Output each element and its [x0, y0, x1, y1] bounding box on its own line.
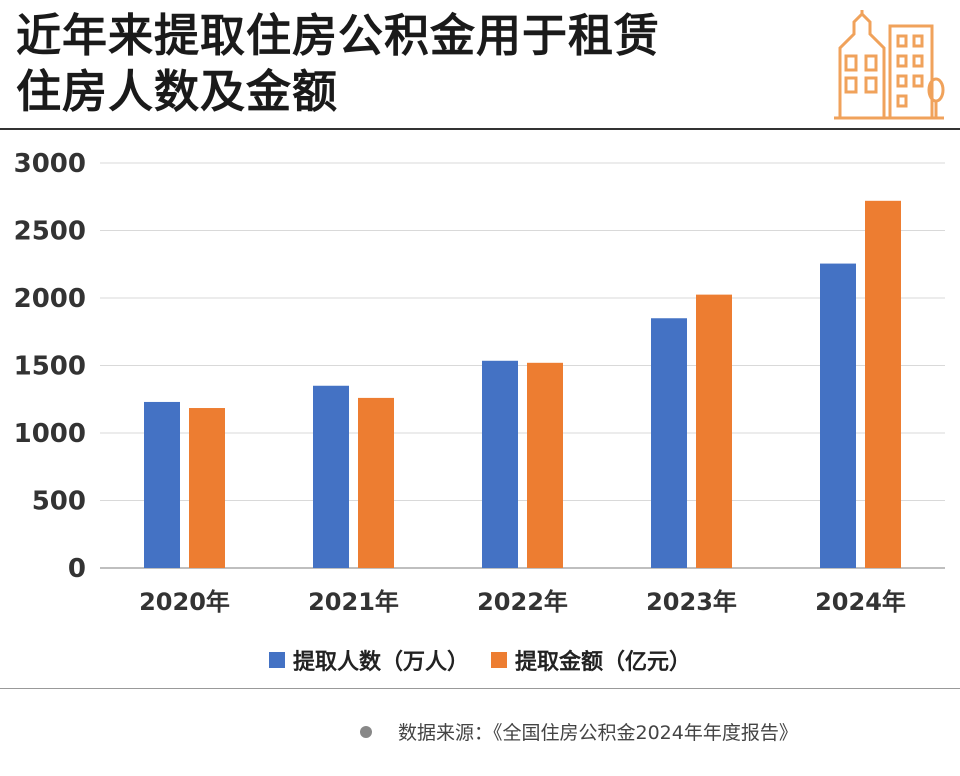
x-tick-label: 2022年 [477, 588, 568, 616]
legend-item-amount: 提取金额（亿元） [491, 644, 691, 676]
bar-chart: 0 500 1000 1500 2000 2500 3000 2020年 2021年 2022年… [14, 149, 945, 616]
bar-amount [358, 397, 394, 568]
building-icon [834, 10, 945, 120]
footer-divider [0, 688, 960, 689]
bar-amount [189, 408, 225, 568]
bar-people [482, 360, 518, 568]
chart-legend: 提取人数（万人） 提取金额（亿元） [0, 644, 960, 676]
y-tick-label: 2500 [14, 217, 86, 247]
x-tick-label: 2023年 [646, 588, 737, 616]
legend-swatch-orange [491, 652, 507, 668]
y-tick-label: 3000 [14, 149, 86, 179]
y-tick-label: 1000 [14, 419, 86, 449]
legend-item-people: 提取人数（万人） [268, 644, 469, 676]
title-line-1: 近年来提取住房公积金用于租赁 [16, 9, 661, 62]
gridlines [100, 162, 945, 569]
bar-people [651, 318, 687, 568]
source-note: 数据来源：《全国住房公积金2024年年度报告》 [360, 718, 950, 745]
bars [144, 200, 901, 569]
y-tick-label: 1500 [14, 352, 86, 382]
y-tick-label: 500 [32, 487, 86, 517]
x-tick-label: 2024年 [815, 588, 906, 616]
y-axis-tick-labels: 0 500 1000 1500 2000 2500 3000 [14, 149, 86, 584]
x-tick-label: 2020年 [139, 588, 230, 616]
bar-amount [696, 294, 732, 568]
bar-people [144, 401, 180, 568]
source-text: 数据来源：《全国住房公积金2024年年度报告》 [398, 722, 798, 744]
title-divider [0, 128, 960, 130]
legend-label-amount: 提取金额（亿元） [515, 650, 692, 675]
bar-amount [865, 200, 901, 569]
bullet-dot-icon [360, 725, 372, 738]
y-tick-label: 2000 [14, 284, 86, 314]
x-axis-tick-labels: 2020年 2021年 2022年 2023年 2024年 [139, 588, 906, 616]
bar-people [820, 263, 856, 568]
title-line-2: 住房人数及金额 [16, 65, 339, 118]
x-tick-label: 2021年 [308, 588, 399, 616]
bar-people [313, 385, 349, 568]
page-title: 近年来提取住房公积金用于租赁 住房人数及金额 [16, 8, 806, 120]
legend-label-people: 提取人数（万人） [292, 650, 469, 675]
y-tick-label: 0 [68, 554, 86, 584]
legend-swatch-blue [268, 652, 285, 668]
bar-amount [527, 362, 563, 568]
